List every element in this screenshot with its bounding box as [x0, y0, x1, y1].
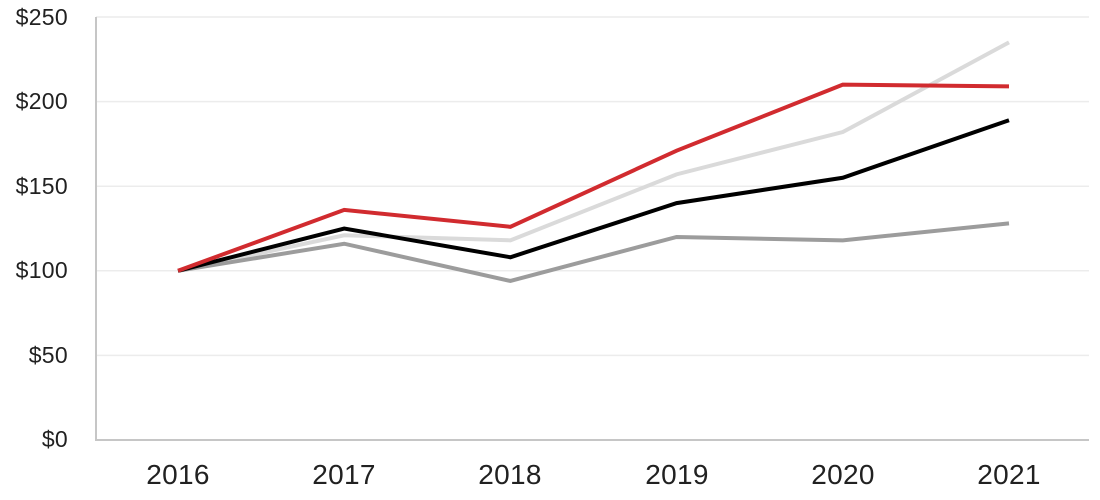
light-gray-series — [177, 40, 1010, 273]
y-tick-label-250: $250 — [15, 4, 68, 30]
y-tick-label-0: $0 — [41, 426, 68, 452]
x-tick-label-2017: 2017 — [312, 459, 376, 490]
y-tick-label-200: $200 — [15, 88, 68, 114]
y-tick-label-150: $150 — [15, 173, 68, 199]
y-tick-label-50: $50 — [28, 342, 68, 368]
black-series — [177, 118, 1010, 273]
x-tick-label-2018: 2018 — [478, 459, 542, 490]
medium-gray-series — [177, 221, 1010, 284]
red-series — [177, 82, 1010, 273]
y-tick-label-100: $100 — [15, 257, 68, 283]
x-tick-label-2016: 2016 — [146, 459, 210, 490]
x-tick-label-2021: 2021 — [977, 459, 1041, 490]
x-tick-label-2020: 2020 — [811, 459, 875, 490]
x-tick-label-2019: 2019 — [645, 459, 709, 490]
